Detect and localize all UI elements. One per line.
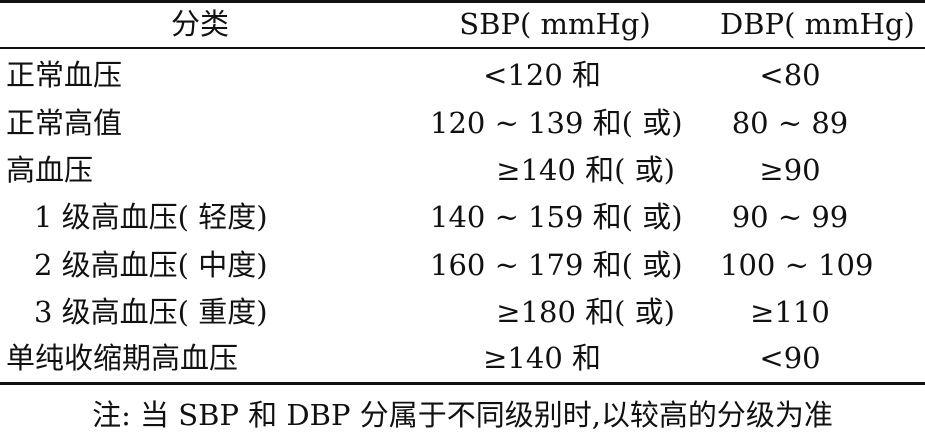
header-divider-rule	[0, 47, 925, 49]
row-sbp: 140 ~ 159 和( 或)	[430, 200, 683, 234]
row-category: 3 级高血压( 重度)	[34, 295, 268, 329]
row-dbp: 80 ~ 89	[731, 106, 849, 140]
row-dbp: ≥110	[750, 295, 830, 329]
table-bottom-rule	[0, 382, 925, 385]
row-category: 2 级高血压( 中度)	[34, 248, 268, 282]
row-sbp: <120 和	[483, 58, 601, 92]
row-category: 正常血压	[6, 58, 123, 92]
row-sbp: 120 ~ 139 和( 或)	[430, 106, 683, 140]
table-top-rule	[0, 0, 925, 3]
row-dbp: 90 ~ 99	[731, 200, 849, 234]
row-category: 正常高值	[6, 106, 123, 140]
row-dbp: <90	[759, 341, 821, 375]
row-dbp: <80	[759, 58, 821, 92]
row-sbp: ≥140 和	[483, 341, 601, 375]
row-dbp: 100 ~ 109	[720, 248, 874, 282]
row-category: 1 级高血压( 轻度)	[34, 200, 268, 234]
row-sbp: ≥140 和( 或)	[496, 153, 675, 187]
row-sbp: ≥180 和( 或)	[496, 295, 675, 329]
header-category: 分类	[170, 7, 229, 41]
row-dbp: ≥90	[759, 153, 821, 187]
row-category: 单纯收缩期高血压	[6, 341, 239, 375]
table-footnote: 注: 当 SBP 和 DBP 分属于不同级别时,以较高的分级为准	[92, 398, 833, 432]
header-dbp: DBP( mmHg)	[720, 7, 915, 41]
row-sbp: 160 ~ 179 和( 或)	[430, 248, 683, 282]
header-sbp: SBP( mmHg)	[459, 7, 651, 41]
row-category: 高血压	[6, 153, 94, 187]
